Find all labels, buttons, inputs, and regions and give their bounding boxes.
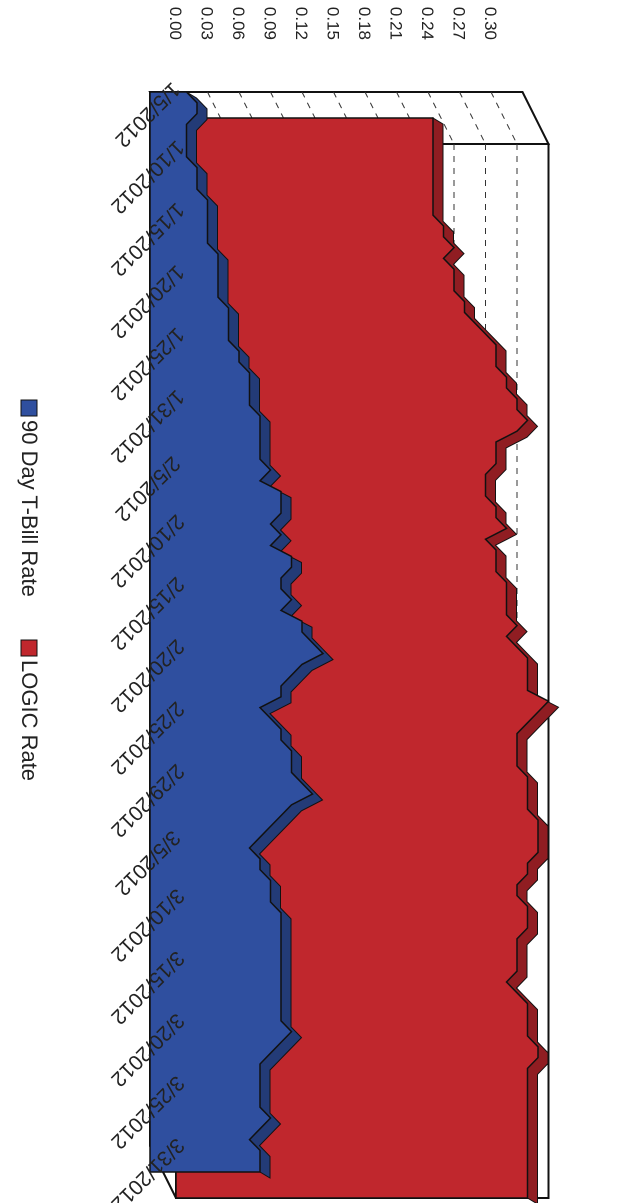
- y-tick-label: 0.00: [166, 7, 185, 40]
- series-area-0: [149, 91, 325, 1173]
- y-tick-label: 0.06: [229, 7, 248, 40]
- gridline-side: [490, 91, 518, 145]
- y-tick-label: 0.24: [418, 7, 437, 40]
- y-tick-label: 0.21: [387, 7, 406, 40]
- legend-swatch: [20, 399, 38, 417]
- y-tick-label: 0.12: [292, 7, 311, 40]
- legend-label: 90 Day T-Bill Rate: [17, 420, 42, 597]
- y-tick-label: 0.27: [450, 7, 469, 40]
- y-tick-label: 0.18: [355, 7, 374, 40]
- gridline-side: [459, 91, 486, 145]
- y-tick-label: 0.30: [481, 7, 500, 40]
- y-tick-labels: 0.00 0.03 0.06 0.09 0.12 0.15 0.18 0.21 0.24 0.27…: [166, 7, 500, 40]
- gridline-side: [427, 91, 455, 145]
- y-tick-label: 0.09: [261, 7, 280, 40]
- y-tick-label: 0.15: [324, 7, 343, 40]
- legend: 90 Day T-Bill Rate LOGIC Rate: [17, 399, 42, 781]
- y-tick-label: 0.03: [198, 7, 217, 40]
- series-layer: [149, 91, 560, 1203]
- legend-swatch: [20, 639, 38, 657]
- legend-label: LOGIC Rate: [17, 660, 42, 781]
